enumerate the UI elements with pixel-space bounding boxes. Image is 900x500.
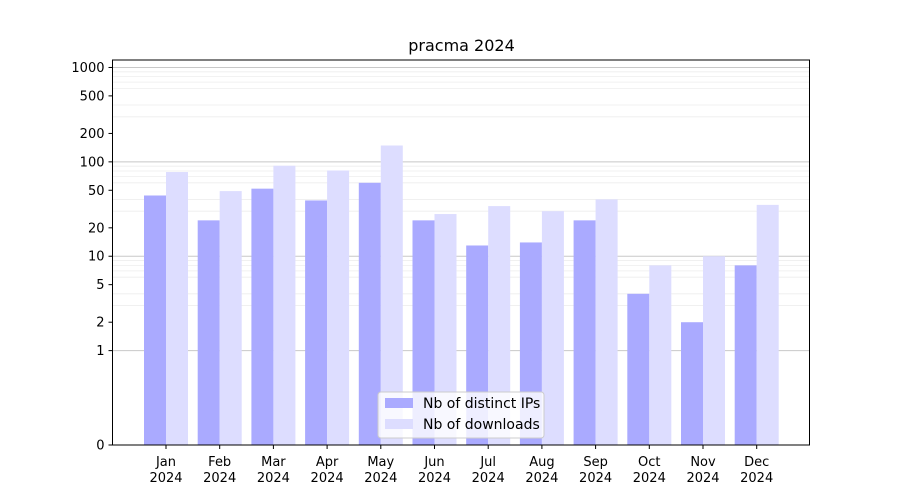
x-tick-label-year: 2024 xyxy=(418,471,451,486)
x-tick-label-month: Aug xyxy=(529,455,554,470)
x-tick-label-month: Sep xyxy=(583,455,608,470)
y-tick-label: 50 xyxy=(88,184,105,199)
x-tick-label-year: 2024 xyxy=(364,471,397,486)
x-tick-label-year: 2024 xyxy=(472,471,505,486)
x-tick-label-month: Oct xyxy=(638,455,660,470)
bar-distinct-ips xyxy=(627,293,650,445)
bar-downloads xyxy=(273,165,296,445)
bar-downloads xyxy=(756,204,779,445)
legend-swatch-distinct-ips xyxy=(385,398,413,408)
bar-distinct-ips xyxy=(358,182,381,445)
y-tick-label: 5 xyxy=(96,278,104,293)
legend-label-downloads: Nb of downloads xyxy=(423,417,540,433)
x-tick-label-month: Jul xyxy=(479,455,496,470)
x-tick-label-month: Jan xyxy=(155,455,176,470)
plot-area-frame xyxy=(112,59,810,446)
bar-distinct-ips xyxy=(573,220,596,445)
x-tick-label-month: Mar xyxy=(261,455,286,470)
x-axis: Jan2024Feb2024Mar2024Apr2024May2024Jun20… xyxy=(149,445,773,486)
bar-downloads xyxy=(541,211,564,445)
bar-downloads xyxy=(434,214,457,445)
y-tick-label: 1000 xyxy=(71,61,104,76)
bar-distinct-ips xyxy=(681,322,703,445)
bar-downloads xyxy=(595,199,618,445)
bar-downloads xyxy=(488,206,511,445)
y-axis: 0 1 2 5 10 20 50 100 200 500 1000 xyxy=(71,61,113,454)
x-tick-label-year: 2024 xyxy=(311,471,344,486)
y-tick-label: 200 xyxy=(80,127,105,142)
bar-downloads xyxy=(219,191,242,445)
legend-frame xyxy=(377,391,545,439)
x-tick-label-year: 2024 xyxy=(686,471,719,486)
x-tick-label-year: 2024 xyxy=(257,471,290,486)
y-tick-label: 1 xyxy=(96,344,104,359)
x-tick-label-month: Feb xyxy=(208,455,231,470)
bar-distinct-ips xyxy=(197,220,220,445)
chart-title: pracma 2024 xyxy=(408,36,515,55)
legend-swatch-downloads xyxy=(385,419,413,429)
x-tick-label-month: Dec xyxy=(744,455,769,470)
x-tick-label-month: Apr xyxy=(316,455,339,470)
y-tick-label: 100 xyxy=(80,155,105,170)
bar-distinct-ips xyxy=(734,265,757,445)
bar-downloads xyxy=(703,256,725,445)
y-tick-label: 500 xyxy=(80,89,105,104)
x-tick-label-year: 2024 xyxy=(740,471,773,486)
y-tick-label: 20 xyxy=(88,221,105,236)
y-tick-label: 2 xyxy=(96,316,104,331)
x-tick-label-year: 2024 xyxy=(149,471,182,486)
x-tick-label-month: May xyxy=(367,455,394,470)
legend-label-distinct-ips: Nb of distinct IPs xyxy=(423,396,540,412)
legend: Nb of distinct IPs Nb of downloads xyxy=(377,391,545,439)
bar-distinct-ips xyxy=(144,195,166,445)
bar-downloads xyxy=(327,170,350,445)
x-tick-label-year: 2024 xyxy=(633,471,666,486)
y-tick-label: 10 xyxy=(88,250,105,265)
bar-distinct-ips xyxy=(412,220,435,445)
x-tick-label-month: Nov xyxy=(690,455,716,470)
bar-distinct-ips xyxy=(305,200,328,445)
y-tick-label: 0 xyxy=(96,439,104,454)
x-tick-label-year: 2024 xyxy=(525,471,558,486)
x-tick-label-month: Jun xyxy=(423,455,444,470)
bar-downloads xyxy=(380,145,403,445)
bar-downloads xyxy=(166,172,188,445)
bars xyxy=(144,145,779,445)
x-tick-label-year: 2024 xyxy=(579,471,612,486)
x-tick-label-year: 2024 xyxy=(203,471,236,486)
bar-downloads xyxy=(649,265,672,445)
bar-distinct-ips xyxy=(251,188,274,445)
